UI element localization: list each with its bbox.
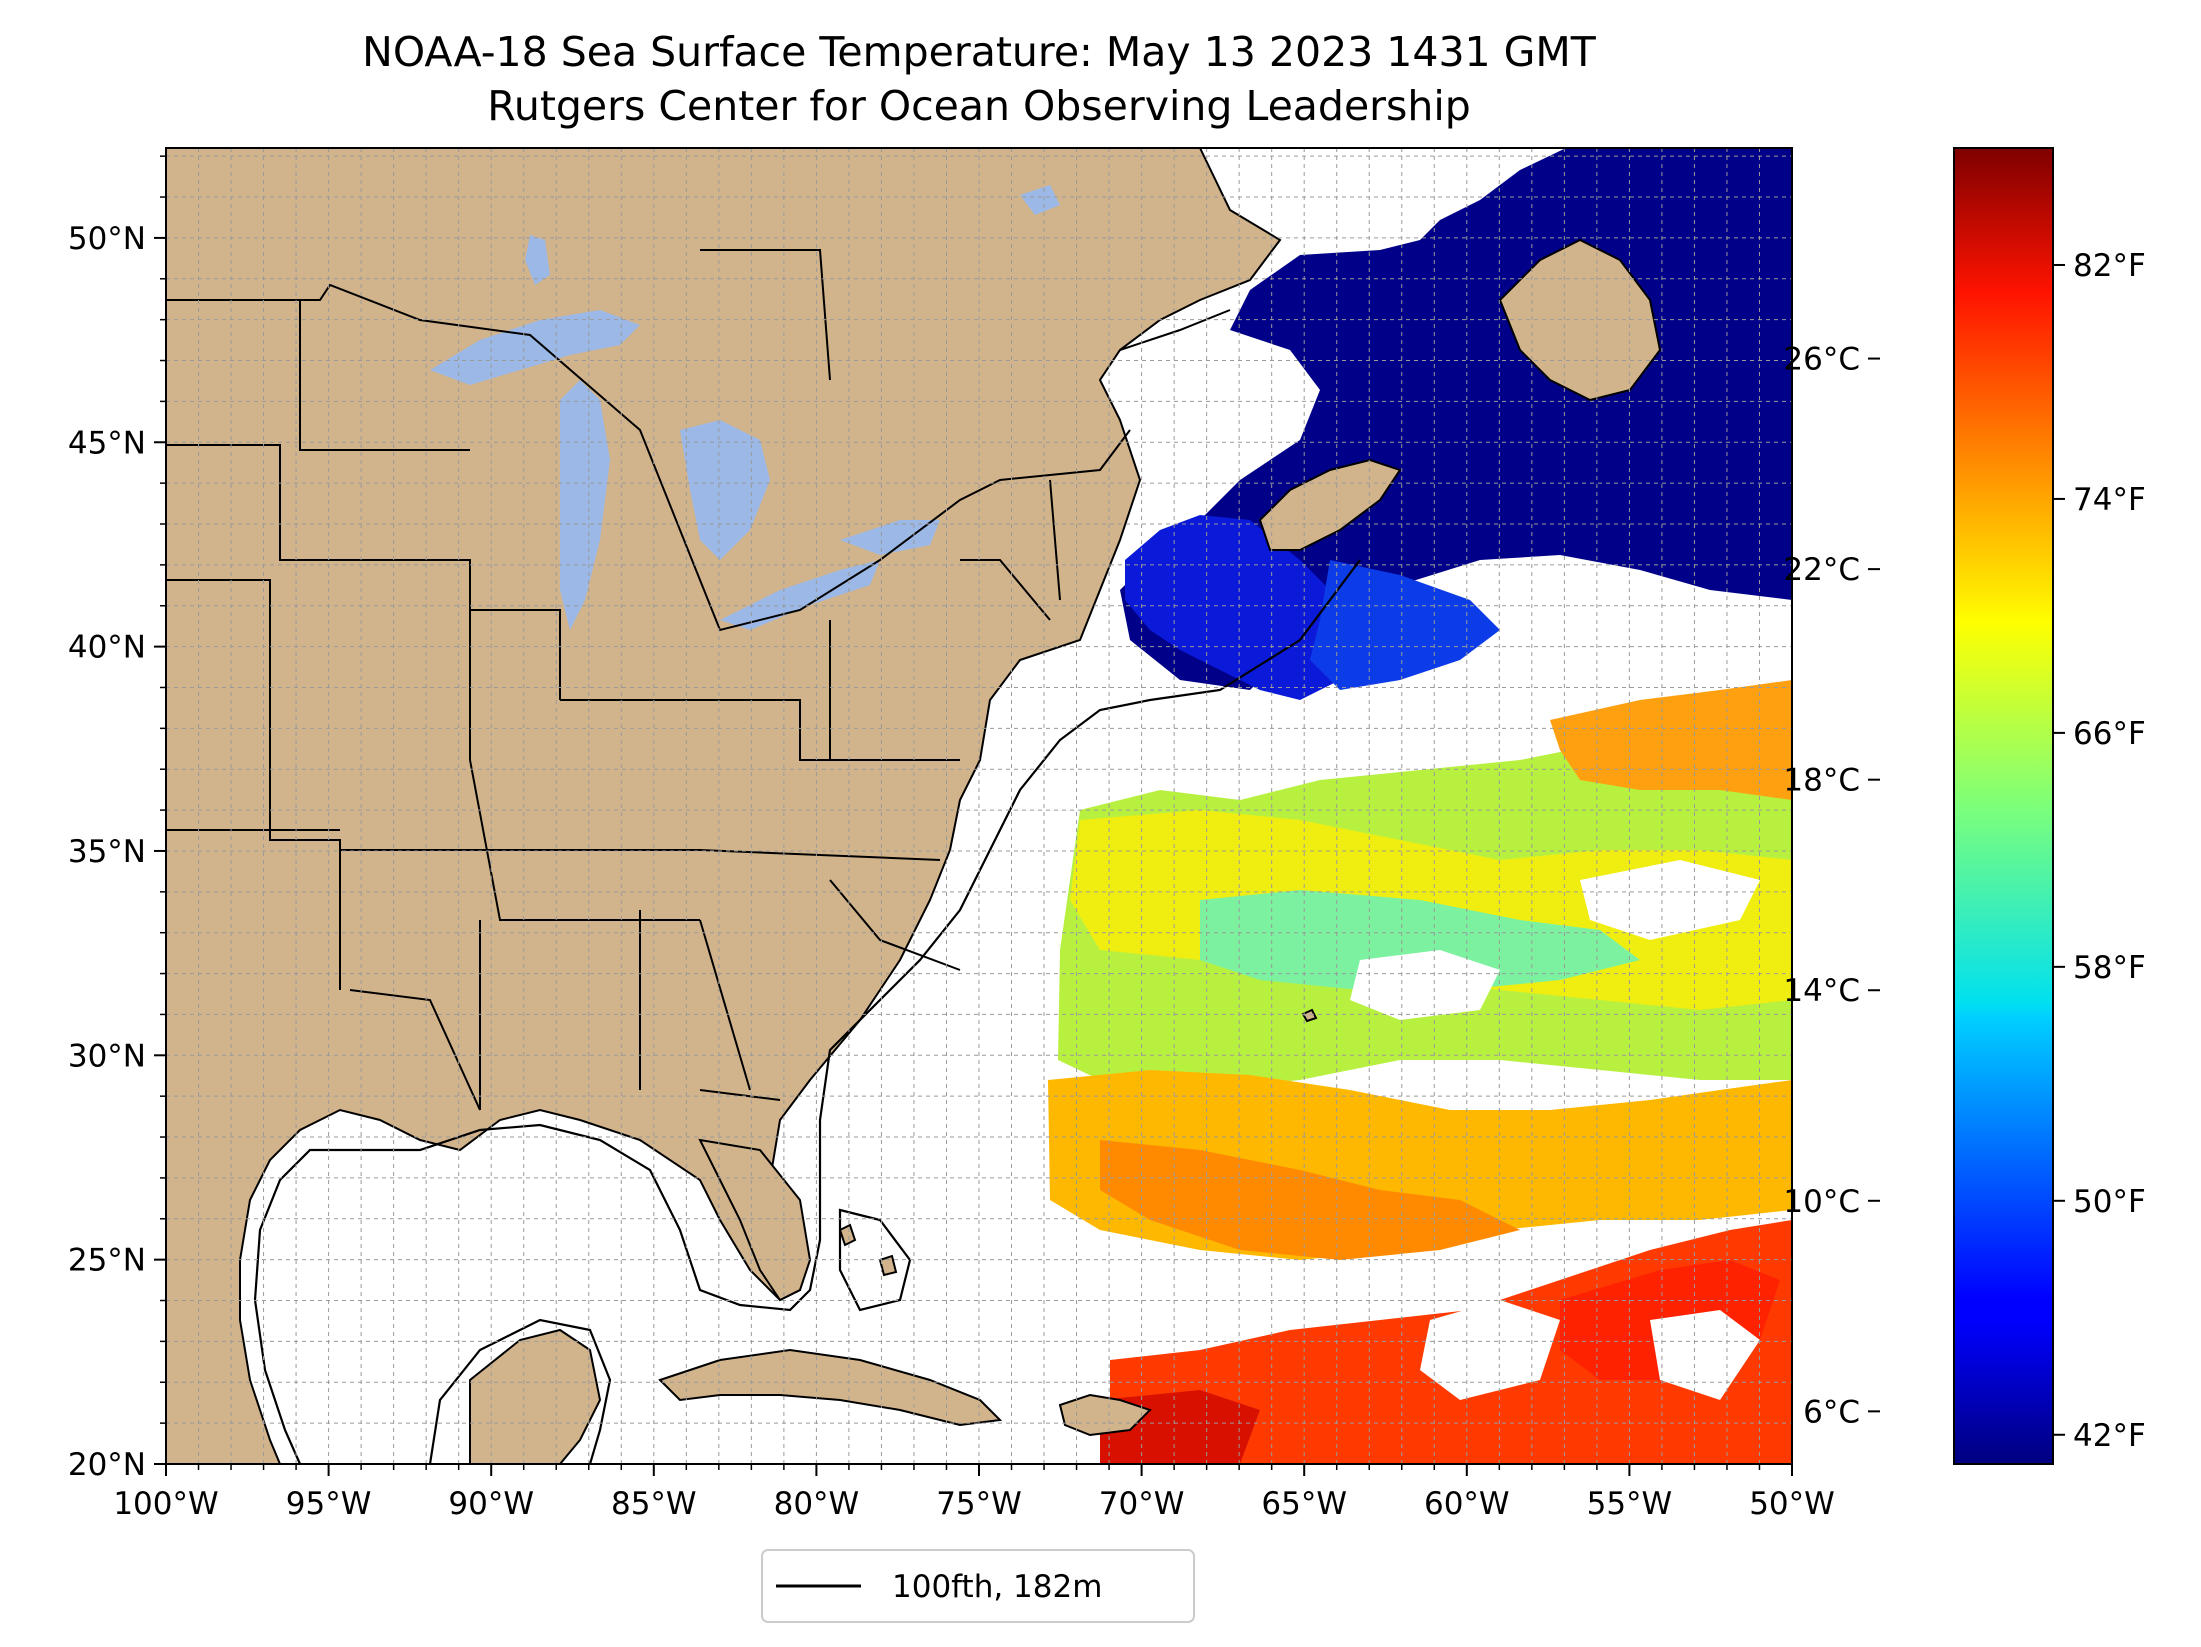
x-tick-label: 80°W <box>774 1486 860 1522</box>
celsius-tick-label: 10°C <box>1783 1184 1860 1220</box>
border-state-8 <box>469 759 700 921</box>
x-tick-label: 95°W <box>286 1486 372 1522</box>
fahrenheit-tick-label: 82°F <box>2073 248 2146 284</box>
x-axis: 100°W 95°W 90°W 85°W 80°W 75°W 70°W 65°W 60°W 55°… <box>113 1464 1835 1522</box>
fahrenheit-tick-label: 58°F <box>2073 950 2146 986</box>
y-tick-label: 40°N <box>68 630 146 666</box>
fahrenheit-tick-label: 66°F <box>2073 716 2146 752</box>
celsius-tick-label: 18°C <box>1783 763 1860 799</box>
land-layer <box>166 148 1662 1464</box>
sst-orange-deep <box>1100 1140 1520 1260</box>
lake-huron <box>680 420 770 560</box>
gridlines <box>166 148 1792 1464</box>
sst-blue-gulf-of-maine <box>1125 515 1360 700</box>
x-tick-label: 90°W <box>448 1486 534 1522</box>
border-state-1 <box>166 444 471 760</box>
y-tick-label: 35°N <box>68 834 146 870</box>
land-bahamas-2 <box>878 1254 898 1277</box>
colorbar-celsius-ticks: 6°C 10°C 14°C 18°C 22°C 26°C <box>1783 342 1880 1430</box>
y-tick-label: 50°N <box>68 221 146 257</box>
x-tick-label: 70°W <box>1099 1486 1185 1522</box>
sst-blue-offshore <box>1310 560 1500 690</box>
y-tick-label: 45°N <box>68 425 146 461</box>
land-newfoundland <box>1498 238 1662 402</box>
fahrenheit-tick-label: 74°F <box>2073 482 2146 518</box>
cloud-gap-4 <box>1650 1310 1760 1400</box>
y-axis: 20°N 25°N 30°N 35°N 40°N 45°N 50°N <box>68 155 166 1483</box>
border-state-7 <box>560 699 960 761</box>
celsius-tick-label: 22°C <box>1783 552 1860 588</box>
lake-superior <box>430 310 640 385</box>
lake-ontario <box>840 520 940 555</box>
fahrenheit-tick-label: 42°F <box>2073 1418 2146 1454</box>
isobath-100fth-bahamas <box>838 1208 912 1312</box>
cloud-gap-3 <box>1420 1300 1560 1400</box>
lake-erie <box>720 560 880 630</box>
border-state-5 <box>299 300 470 451</box>
y-tick-label: 20°N <box>68 1447 146 1483</box>
land-bahamas <box>838 1223 857 1247</box>
lake-winnipeg <box>525 235 550 285</box>
land-hispaniola <box>1058 1393 1152 1437</box>
colorbar-fahrenheit-ticks: 42°F 50°F 58°F 66°F 74°F 82°F <box>2053 248 2146 1454</box>
x-tick-label: 55°W <box>1587 1486 1673 1522</box>
colorbar-gradient <box>1953 147 2054 1465</box>
celsius-tick-label: 6°C <box>1803 1394 1860 1430</box>
x-tick-label: 50°W <box>1749 1486 1835 1522</box>
border-state-2 <box>166 579 341 990</box>
border-state-16 <box>960 559 1051 621</box>
x-tick-label: 75°W <box>936 1486 1022 1522</box>
legend: 100fth, 182m <box>761 1549 1195 1623</box>
sst-green-patch <box>1200 890 1640 990</box>
isobath-100fth <box>253 559 1361 1464</box>
border-state-4 <box>340 849 941 861</box>
border-state-17 <box>1049 479 1061 601</box>
fahrenheit-tick-label: 50°F <box>2073 1184 2146 1220</box>
celsius-tick-label: 14°C <box>1783 973 1860 1009</box>
land-cuba <box>658 1348 1003 1427</box>
border-state-15 <box>349 989 481 1111</box>
title-line-2: Rutgers Center for Ocean Observing Leade… <box>487 82 1471 130</box>
x-tick-label: 60°W <box>1424 1486 1510 1522</box>
border-state-11 <box>699 919 751 1091</box>
y-tick-label: 25°N <box>68 1243 146 1279</box>
legend-box <box>761 1549 1195 1623</box>
cloud-gap-2 <box>1580 860 1760 940</box>
x-tick-label: 65°W <box>1261 1486 1347 1522</box>
lake-michigan <box>560 380 610 630</box>
title-line-1: NOAA-18 Sea Surface Temperature: May 13 … <box>362 28 1597 76</box>
y-tick-label: 30°N <box>68 1038 146 1074</box>
celsius-tick-label: 26°C <box>1783 342 1860 378</box>
land-bermuda <box>1301 1008 1318 1023</box>
legend-isobath-label: 100fth, 182m <box>892 1569 1102 1605</box>
land-nova-scotia <box>1258 458 1402 551</box>
isobath-100fth-campeche <box>428 1318 612 1464</box>
border-state-14 <box>699 1089 781 1101</box>
lake-nipigon <box>1020 185 1060 215</box>
x-tick-label: 100°W <box>113 1486 218 1522</box>
lakes-layer <box>430 185 1060 630</box>
x-tick-label: 85°W <box>611 1486 697 1522</box>
sst-orange-northeast <box>1550 680 1792 800</box>
border-province-1 <box>700 249 831 381</box>
border-state-6 <box>470 609 561 700</box>
border-province-2 <box>1119 309 1231 351</box>
cloud-gap-5 <box>1540 560 1700 650</box>
cloud-gap-1 <box>1350 950 1500 1020</box>
land-yucatan <box>469 1328 602 1464</box>
border-state-13 <box>829 879 961 971</box>
sst-data-layer <box>1048 148 1792 1464</box>
